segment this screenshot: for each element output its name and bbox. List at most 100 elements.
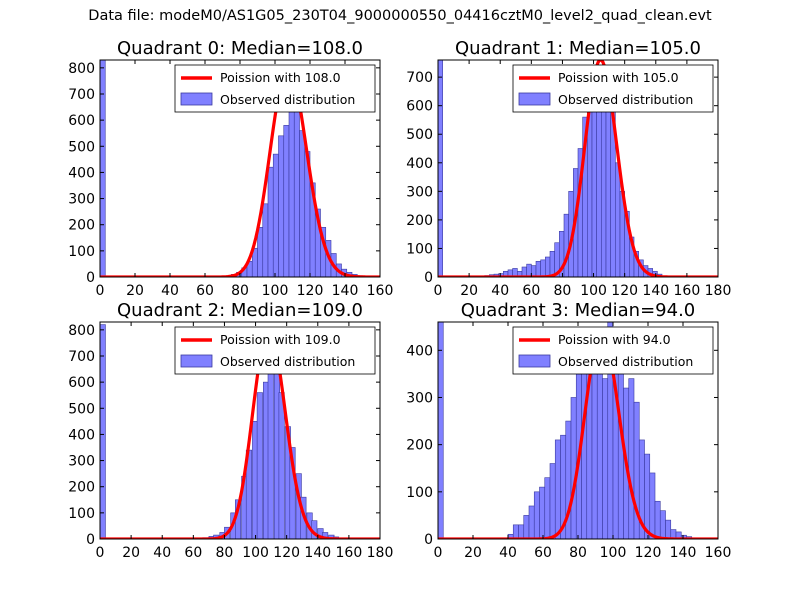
- y-tick-label: 600: [406, 99, 433, 115]
- y-tick-label: 500: [68, 401, 95, 417]
- legend-bar-swatch: [518, 92, 551, 106]
- histogram-bar: [299, 130, 306, 277]
- histogram-bar: [322, 532, 329, 539]
- histogram-bar: [581, 364, 588, 539]
- x-tick-label: 0: [434, 545, 443, 561]
- histogram-bar: [570, 397, 577, 539]
- legend-label-poisson: Poission with 94.0: [558, 332, 671, 347]
- legend-label-poisson: Poission with 108.0: [220, 70, 341, 85]
- quadrant-2-panel: 0 20 40 60 80 100 120 140 160 1800100200300400500…: [68, 300, 393, 561]
- x-tick-label: 20: [126, 283, 144, 299]
- x-tick-label: 120: [273, 545, 300, 561]
- quadrant-0-panel: 0 20 40 60 80 100 120 140 160 0 100 200 300 400 500 600…: [68, 38, 393, 299]
- x-tick-label: 20: [464, 545, 482, 561]
- y-tick-label: 200: [406, 438, 433, 454]
- x-tick-label: 60: [534, 545, 552, 561]
- x-tick-label: 100: [600, 545, 627, 561]
- histogram-bar: [544, 477, 551, 539]
- histogram-bar: [528, 505, 535, 539]
- y-tick-label: 700: [68, 349, 95, 365]
- histogram-bar: [267, 166, 274, 277]
- histogram-bar: [438, 60, 443, 277]
- x-tick-label: 0: [434, 283, 443, 299]
- y-tick-label: 800: [68, 61, 95, 77]
- x-tick-label: 160: [705, 545, 732, 561]
- histogram-bar: [518, 524, 525, 539]
- subplot-title: Quadrant 1: Median=105.0: [455, 38, 701, 59]
- y-tick-label: 100: [68, 244, 95, 260]
- histogram-bar: [512, 524, 519, 539]
- histogram-bar: [654, 500, 661, 539]
- histogram-bar: [563, 213, 569, 277]
- histogram-bar: [535, 260, 541, 277]
- legend-label-observed: Observed distribution: [558, 354, 693, 369]
- y-tick-label: 200: [406, 213, 433, 229]
- y-tick-label: 600: [68, 375, 95, 391]
- histogram-bar: [545, 256, 551, 277]
- histogram-bar: [256, 392, 263, 539]
- histogram-bar: [278, 392, 285, 539]
- histogram-bar: [665, 519, 672, 539]
- y-tick-label: 600: [68, 113, 95, 129]
- legend-bar-swatch: [180, 92, 213, 106]
- y-tick-label: 0: [86, 532, 95, 548]
- y-tick-label: 200: [68, 218, 95, 234]
- y-tick-label: 300: [68, 192, 95, 208]
- histogram-bar: [262, 203, 269, 277]
- legend-label-observed: Observed distribution: [558, 92, 693, 107]
- plot-area: [438, 60, 718, 277]
- x-tick-label: 60: [184, 545, 202, 561]
- legend: Poission with 94.0 Observed distribution: [512, 326, 714, 375]
- figure-title: Data file: modeM0/AS1G05_230T04_90000005…: [88, 8, 712, 24]
- y-tick-label: 300: [68, 454, 95, 470]
- y-tick-label: 500: [68, 139, 95, 155]
- histogram-bar: [659, 510, 666, 539]
- histogram-bar: [615, 162, 621, 277]
- plot-area: [438, 322, 718, 539]
- x-tick-label: 160: [336, 545, 363, 561]
- axes-frame: [437, 59, 719, 278]
- histogram-bar: [526, 263, 532, 277]
- histogram-bar: [278, 135, 285, 277]
- histogram-bar: [293, 109, 300, 277]
- histogram-bar: [272, 153, 279, 277]
- histogram-bar: [554, 439, 561, 539]
- y-tick-label: 0: [424, 532, 433, 548]
- quadrant-3-panel: 0 20 40 60 80 100 120 140 160 0 100 200 300 400 Quadra…: [406, 300, 731, 561]
- legend-bar-swatch: [180, 354, 213, 368]
- legend-label-poisson: Poission with 105.0: [558, 70, 679, 85]
- legend-label-observed: Observed distribution: [220, 354, 355, 369]
- y-tick-label: 100: [406, 241, 433, 257]
- y-tick-label: 0: [86, 270, 95, 286]
- histogram-bar: [100, 60, 106, 277]
- x-tick-label: 20: [122, 545, 140, 561]
- histogram-bar: [591, 345, 598, 539]
- y-tick-label: 700: [68, 87, 95, 103]
- x-tick-label: 140: [332, 283, 359, 299]
- x-tick-label: 140: [670, 545, 697, 561]
- legend-label-observed: Observed distribution: [220, 92, 355, 107]
- y-tick-label: 300: [406, 390, 433, 406]
- x-tick-label: 100: [262, 283, 289, 299]
- histogram-bar: [596, 368, 603, 539]
- legend: Poission with 109.0 Observed distribution: [174, 326, 376, 375]
- histogram-bar: [100, 324, 106, 539]
- histogram-bar: [649, 472, 656, 539]
- histogram-bar: [531, 265, 537, 277]
- axes-frame: [99, 321, 381, 540]
- y-tick-label: 100: [406, 485, 433, 501]
- x-tick-label: 120: [297, 283, 324, 299]
- x-tick-label: 180: [367, 545, 394, 561]
- y-tick-label: 300: [406, 184, 433, 200]
- y-tick-label: 400: [68, 165, 95, 181]
- x-tick-label: 60: [522, 283, 540, 299]
- legend-box: [512, 64, 714, 113]
- y-tick-label: 700: [406, 70, 433, 86]
- legend: Poission with 108.0 Observed distribution: [174, 64, 376, 113]
- y-tick-label: 400: [68, 427, 95, 443]
- histogram-bar: [540, 259, 546, 277]
- legend: Poission with 105.0 Observed distribution: [512, 64, 714, 113]
- histogram-bar: [283, 125, 290, 277]
- x-tick-label: 80: [554, 283, 572, 299]
- y-tick-label: 400: [406, 156, 433, 172]
